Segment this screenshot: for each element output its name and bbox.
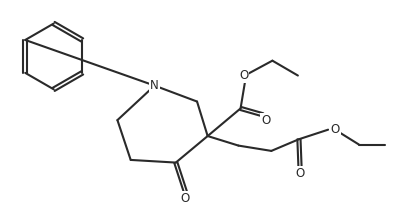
Text: O: O (238, 69, 248, 82)
Text: O: O (261, 114, 270, 127)
Text: O: O (180, 192, 189, 205)
Text: O: O (330, 123, 339, 136)
Text: O: O (294, 167, 304, 180)
Text: N: N (150, 79, 159, 92)
